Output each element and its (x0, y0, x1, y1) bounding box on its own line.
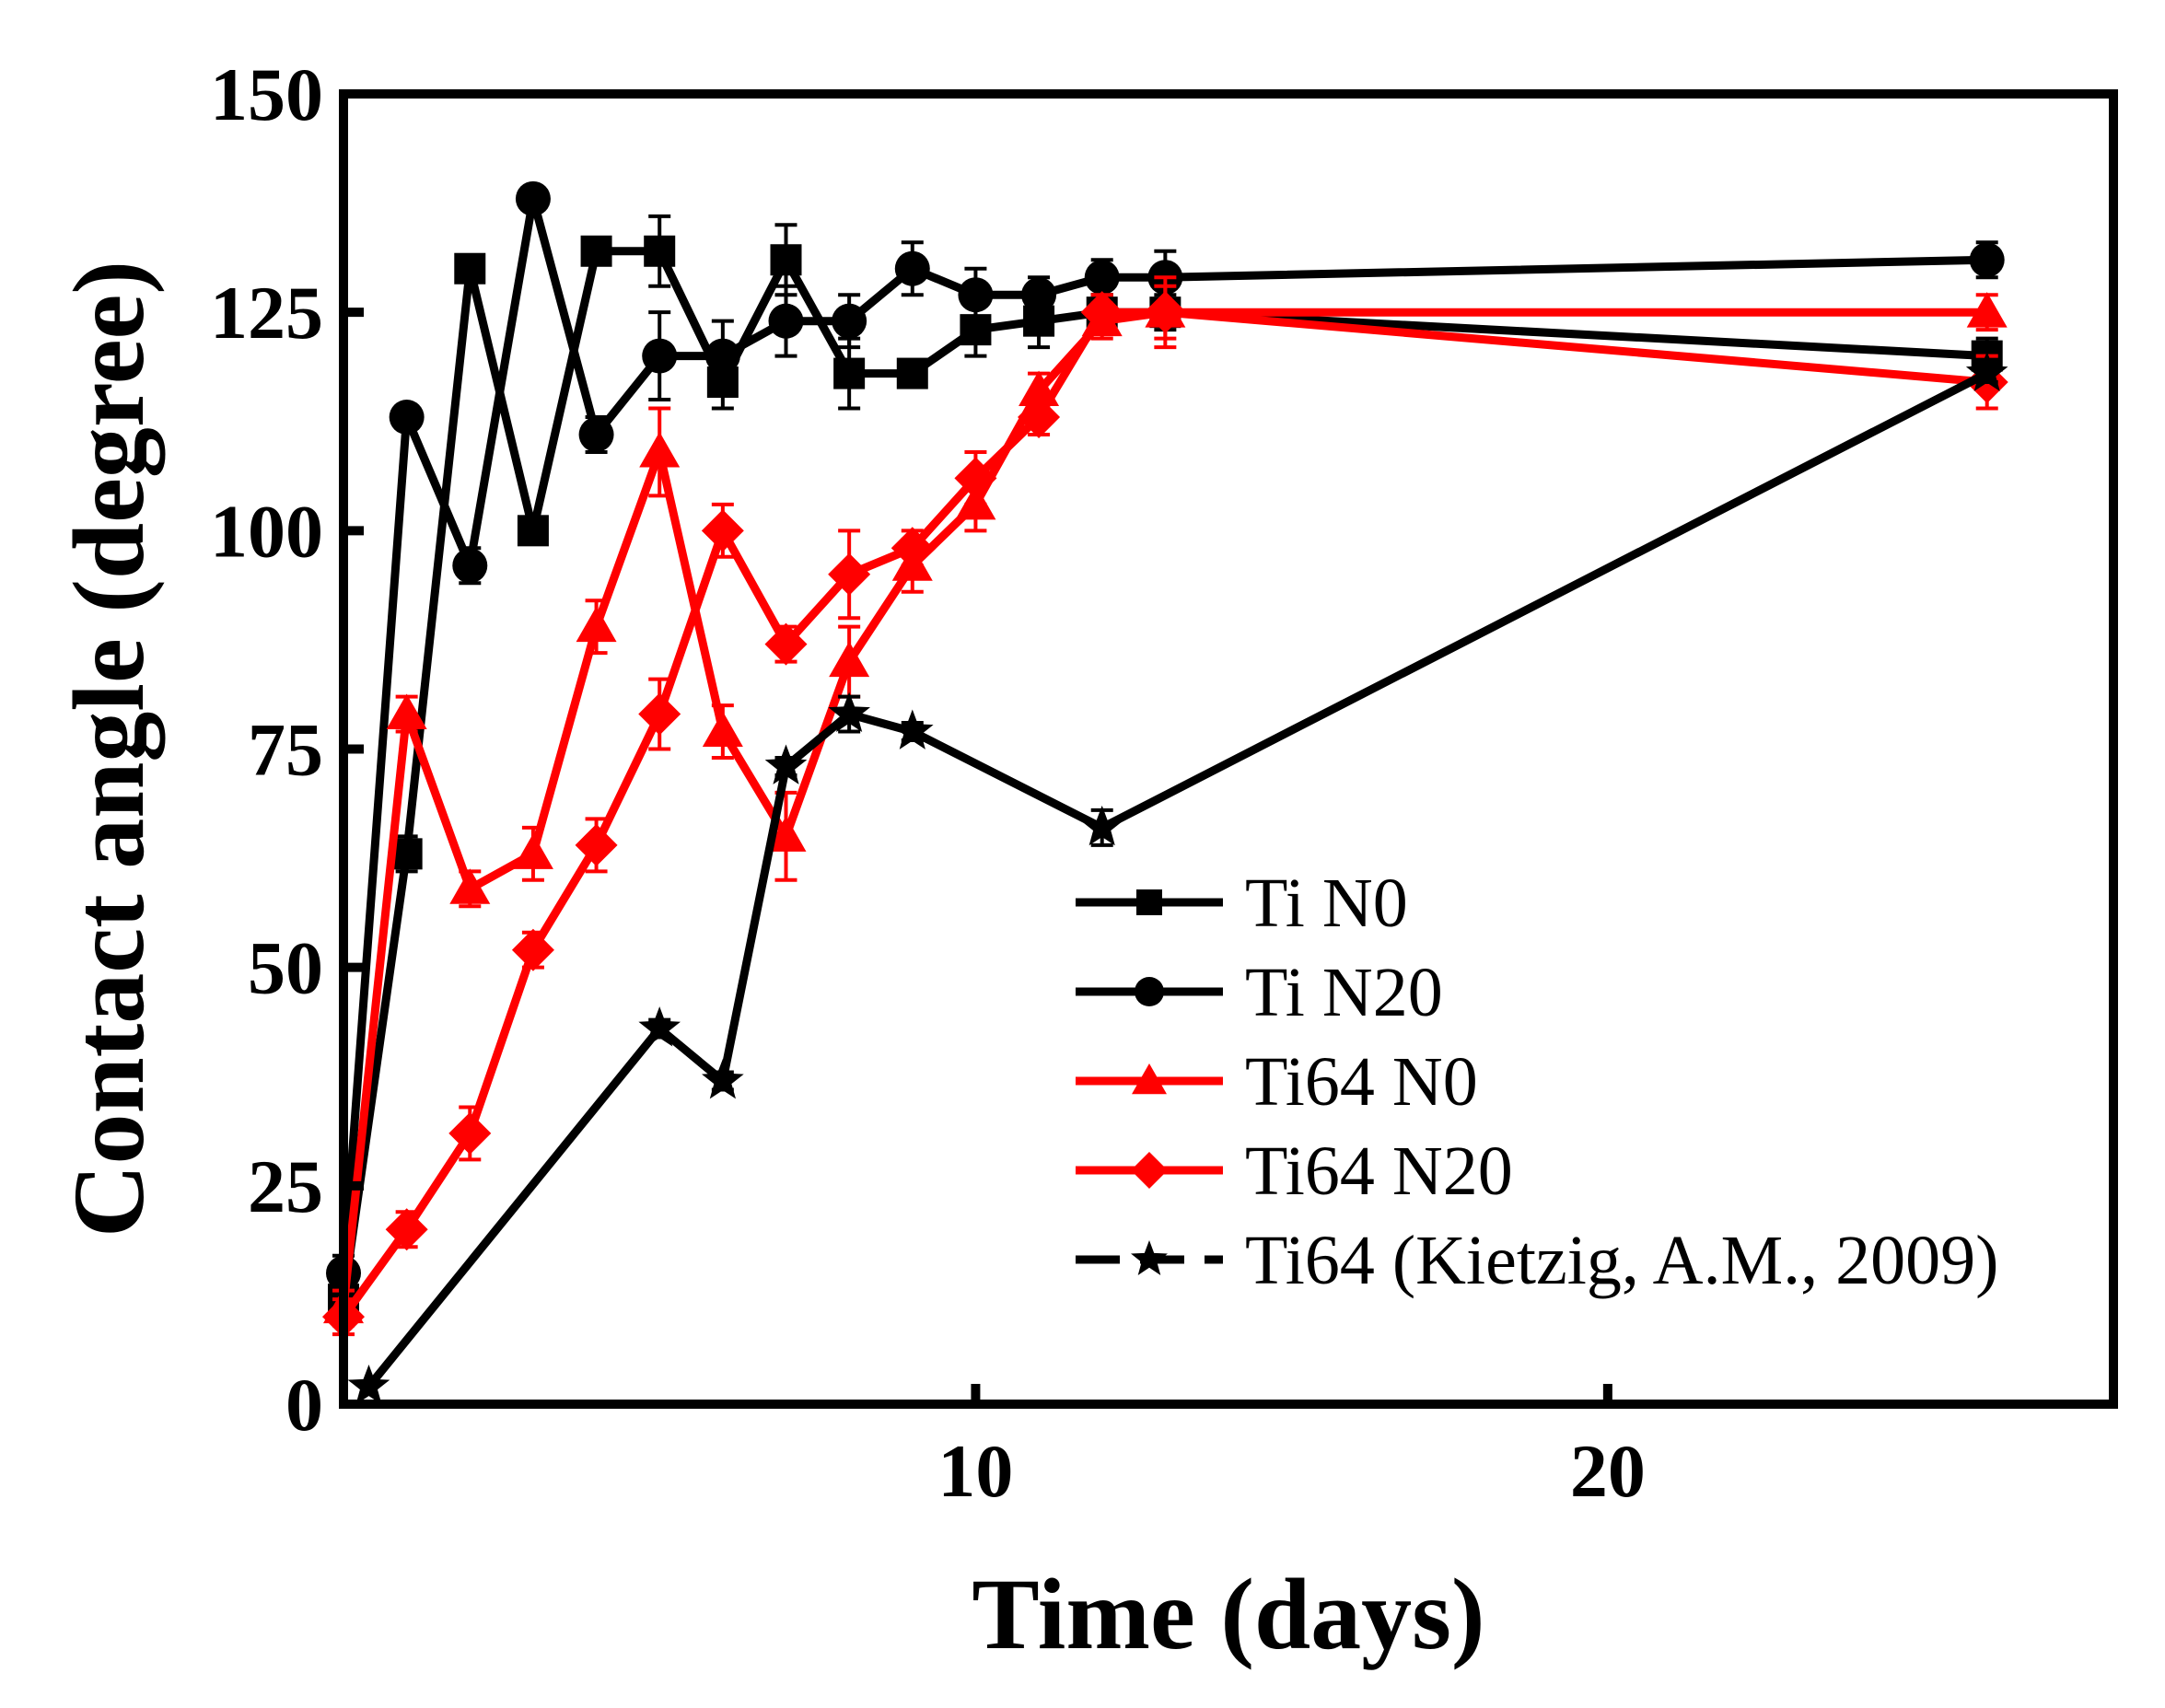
marker-triangle (1132, 1063, 1167, 1095)
y-tick-label: 25 (248, 1144, 323, 1228)
marker-diamond (954, 457, 997, 500)
marker-triangle (512, 833, 553, 869)
legend-label: Ti64 (Kietzig, A.M., 2009) (1245, 1222, 1998, 1299)
marker-square (896, 357, 928, 389)
y-tick-label: 150 (210, 52, 323, 136)
marker-square (517, 515, 549, 547)
legend-entry: Ti64 (Kietzig, A.M., 2009) (1076, 1222, 1998, 1299)
marker-diamond (511, 928, 554, 971)
legend: Ti N0 Ti N20 Ti64 N0 Ti64 N20 Ti64 (Kietzig,… (1076, 865, 1998, 1299)
marker-diamond (764, 622, 808, 666)
marker-circle (1021, 277, 1057, 313)
marker-star (1080, 805, 1123, 846)
legend-entry: Ti64 N20 (1076, 1133, 1513, 1210)
x-tick-label: 20 (1570, 1429, 1646, 1513)
marker-circle (704, 338, 740, 374)
y-axis-title: Contact angle (degree) (52, 261, 165, 1237)
y-tick-label: 50 (248, 926, 323, 1010)
x-axis-title: Time (days) (972, 1558, 1484, 1670)
legend-label: Ti64 N20 (1245, 1133, 1513, 1210)
marker-circle (832, 303, 867, 339)
marker-square (770, 244, 802, 276)
marker-star (764, 744, 808, 784)
marker-diamond (575, 823, 618, 866)
marker-square (454, 252, 486, 285)
marker-diamond (1131, 1152, 1168, 1189)
y-tick-label: 125 (210, 271, 323, 354)
marker-circle (1135, 977, 1164, 1006)
series-line (340, 308, 1988, 1319)
y-tick-label: 100 (210, 489, 323, 573)
marker-circle (958, 277, 994, 313)
marker-circle (578, 416, 614, 452)
marker-star (891, 709, 934, 749)
marker-diamond (638, 692, 681, 736)
y-tick-label: 75 (248, 708, 323, 792)
marker-square (580, 235, 612, 267)
marker-star (1965, 351, 2008, 391)
marker-triangle (449, 868, 491, 904)
marker-circle (642, 338, 678, 374)
series-4 (347, 351, 2008, 1405)
marker-star (1131, 1240, 1168, 1275)
marker-circle (515, 180, 551, 216)
marker-diamond (448, 1111, 492, 1155)
marker-diamond (828, 552, 871, 596)
marker-square (644, 235, 676, 267)
marker-star (347, 1365, 390, 1405)
marker-diamond (701, 509, 744, 552)
marker-diamond (385, 1208, 428, 1251)
marker-triangle (639, 431, 681, 468)
marker-star (702, 1059, 744, 1099)
series-line (339, 308, 1987, 1309)
legend-label: Ti N20 (1245, 954, 1443, 1031)
marker-triangle (386, 693, 427, 730)
x-tick-label: 10 (937, 1429, 1013, 1513)
plot-frame (339, 89, 2118, 1409)
marker-star (828, 691, 870, 732)
marker-circle (452, 548, 488, 584)
marker-triangle (1966, 292, 2008, 328)
marker-circle (768, 303, 804, 339)
y-tick-label: 0 (285, 1363, 323, 1447)
marker-diamond (1144, 291, 1187, 334)
marker-circle (1969, 242, 2005, 278)
marker-triangle (702, 711, 743, 748)
marker-diamond (1080, 291, 1123, 334)
marker-triangle (765, 816, 807, 852)
marker-circle (894, 250, 930, 286)
marker-diamond (1018, 396, 1061, 439)
legend-entry: Ti64 N0 (1076, 1043, 1478, 1121)
marker-star (638, 1006, 681, 1047)
marker-circle (389, 400, 425, 436)
marker-diamond (890, 527, 934, 570)
marker-triangle (576, 606, 617, 643)
marker-triangle (829, 641, 870, 678)
marker-circle (1084, 260, 1120, 296)
legend-label: Ti64 N0 (1245, 1043, 1478, 1121)
series-3 (322, 275, 2008, 1339)
legend-label: Ti N0 (1245, 865, 1408, 942)
legend-entry: Ti N0 (1076, 865, 1408, 942)
marker-square (1136, 889, 1162, 915)
marker-square (833, 357, 866, 389)
legend-entry: Ti N20 (1076, 954, 1443, 1031)
